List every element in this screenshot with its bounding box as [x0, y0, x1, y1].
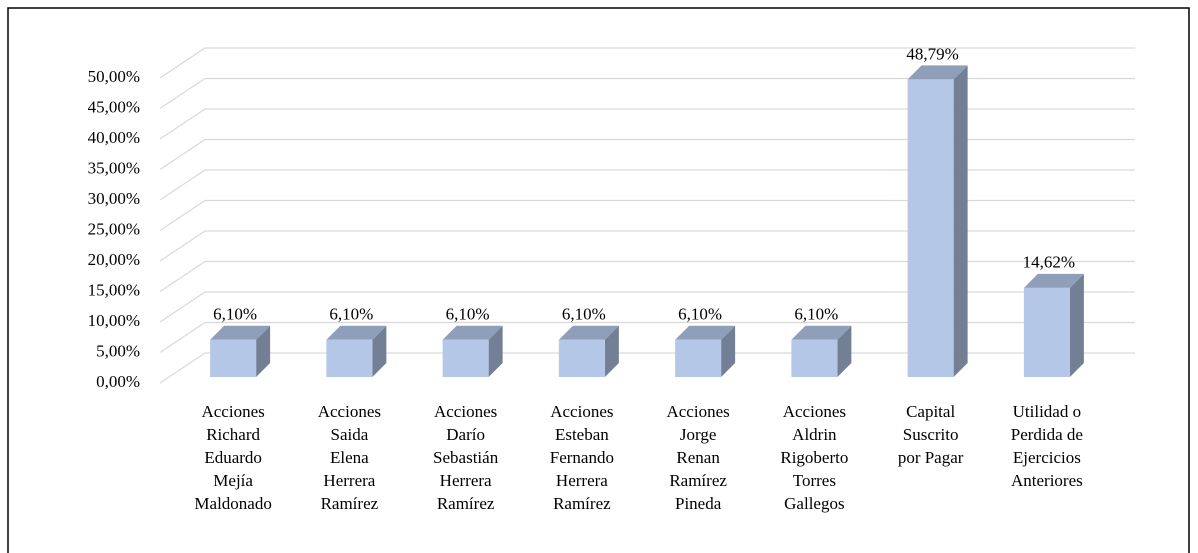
bar — [210, 325, 271, 377]
grid-line — [159, 321, 1135, 353]
y-tick-label: 25,00% — [88, 219, 140, 238]
bar-front — [675, 339, 722, 377]
grid-line — [159, 230, 1135, 262]
bar — [907, 65, 968, 378]
bar — [326, 325, 387, 377]
bar-front — [907, 79, 954, 378]
value-label: 48,79% — [906, 44, 958, 63]
bar — [442, 325, 503, 377]
y-tick-label: 45,00% — [88, 97, 140, 116]
grid-line — [159, 47, 1135, 79]
y-tick-label: 10,00% — [88, 311, 140, 330]
grid-line — [159, 108, 1135, 140]
bar-top — [1023, 273, 1084, 288]
bar-top — [558, 325, 619, 340]
bar-side — [837, 325, 852, 377]
grid-line — [159, 77, 1135, 109]
bar-front — [210, 339, 257, 377]
bar-top — [210, 325, 271, 340]
bar-side — [372, 325, 387, 377]
bar-top — [791, 325, 852, 340]
value-label: 6,10% — [562, 305, 606, 324]
x-tick-label: Acciones Jorge Renan Ramírez Pineda — [666, 402, 729, 513]
bar-front — [1023, 287, 1070, 377]
value-label: 6,10% — [794, 305, 838, 324]
x-tick-label: Acciones Esteban Fernando Herrera Ramírez — [550, 402, 614, 513]
grid-line — [159, 138, 1135, 170]
x-tick-label: Utilidad o Perdida de Ejercicios Anteriores — [1011, 402, 1083, 490]
grid-line — [159, 291, 1135, 323]
y-tick-label: 20,00% — [88, 250, 140, 269]
bar-side — [1069, 273, 1084, 377]
y-tick-label: 15,00% — [88, 280, 140, 299]
bar-top — [907, 65, 968, 80]
x-tick-label: Acciones Darío Sebastián Herrera Ramírez — [433, 402, 499, 513]
y-tick-label: 30,00% — [88, 189, 140, 208]
bar-side — [488, 325, 503, 377]
bar — [1023, 273, 1084, 377]
x-tick-label: Acciones Saida Elena Herrera Ramírez — [318, 402, 381, 513]
y-tick-label: 50,00% — [88, 67, 140, 86]
y-tick-label: 5,00% — [96, 341, 140, 360]
grid-line — [159, 199, 1135, 231]
bar — [675, 325, 736, 377]
value-label: 6,10% — [446, 305, 490, 324]
bar-front — [442, 339, 489, 377]
bar-side — [953, 65, 968, 378]
value-label: 6,10% — [678, 305, 722, 324]
bar-front — [326, 339, 373, 377]
chart-frame — [7, 7, 1190, 553]
y-tick-label: 0,00% — [96, 372, 140, 391]
bar — [791, 325, 852, 377]
bar-front — [558, 339, 605, 377]
x-tick-label: Capital Suscrito por Pagar — [898, 402, 964, 467]
value-label: 6,10% — [329, 305, 373, 324]
value-label: 6,10% — [213, 305, 257, 324]
value-label: 14,62% — [1023, 253, 1075, 272]
bar-top — [675, 325, 736, 340]
bar — [558, 325, 619, 377]
bar-side — [604, 325, 619, 377]
x-tick-label: Acciones Richard Eduardo Mejía Maldonado — [194, 402, 271, 513]
bar-side — [256, 325, 271, 377]
y-tick-label: 35,00% — [88, 158, 140, 177]
grid-line — [159, 169, 1135, 201]
bar-top — [442, 325, 503, 340]
bar-side — [721, 325, 736, 377]
bar-top — [326, 325, 387, 340]
x-tick-label: Acciones Aldrin Rigoberto Torres Gallegos — [780, 402, 848, 513]
y-tick-label: 40,00% — [88, 128, 140, 147]
grid-line — [159, 260, 1135, 292]
bar-front — [791, 339, 838, 377]
